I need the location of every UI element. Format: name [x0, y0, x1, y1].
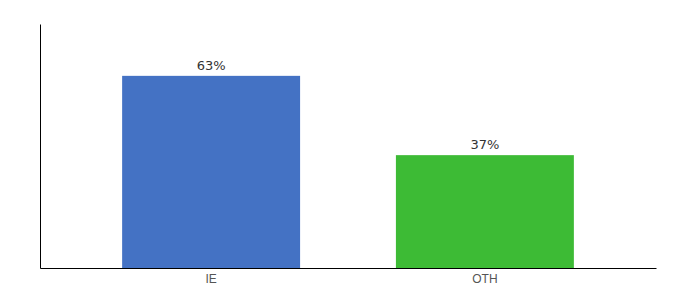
- y-axis-line: [40, 25, 41, 269]
- x-axis-line: [41, 268, 657, 269]
- bar: [396, 155, 574, 268]
- x-axis: IE OTH: [41, 269, 657, 286]
- data-labels: 63% 37%: [197, 58, 500, 152]
- x-tick: OTH: [472, 272, 497, 286]
- x-tick-label: IE: [205, 272, 216, 286]
- chart: IE OTH 63% 37%: [0, 0, 680, 300]
- y-axis: [40, 25, 41, 269]
- x-tick: IE: [205, 272, 216, 286]
- data-label: 63%: [197, 58, 226, 73]
- plot: IE OTH 63% 37%: [41, 25, 657, 286]
- bars: [122, 76, 574, 268]
- x-tick-label: OTH: [472, 272, 497, 286]
- bar: [122, 76, 300, 268]
- data-label: 37%: [470, 137, 499, 152]
